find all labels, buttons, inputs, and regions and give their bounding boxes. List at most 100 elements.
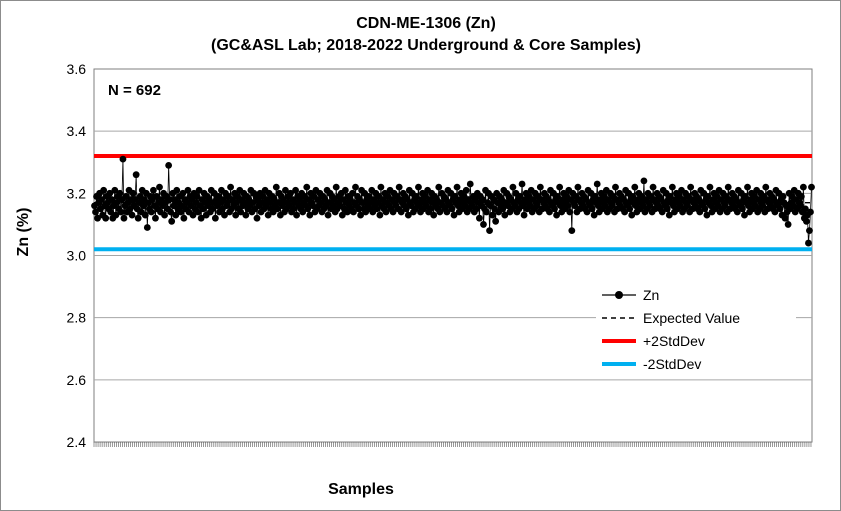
y-tick-label: 3.4 <box>67 123 87 139</box>
zn-data-point <box>119 155 127 163</box>
zn-data-point <box>612 183 619 191</box>
zn-data-point <box>744 183 751 191</box>
zn-data-point <box>520 211 528 219</box>
chart-subtitle: (GC&ASL Lab; 2018-2022 Underground & Cor… <box>211 37 641 54</box>
zn-data-point <box>556 183 564 191</box>
zn-data-point <box>684 202 691 210</box>
zn-data-point <box>211 214 219 222</box>
y-axis-label: Zn (%) <box>15 208 32 257</box>
legend-plus2sd-label: +2StdDev <box>643 333 705 349</box>
zn-data-point <box>134 214 142 222</box>
zn-data-point <box>701 205 709 213</box>
zn-data-point <box>233 199 241 207</box>
zn-data-point <box>253 214 261 222</box>
zn-data-point <box>803 217 810 225</box>
zn-data-point <box>273 205 281 213</box>
zn-data-point <box>98 196 106 203</box>
zn-data-point <box>628 211 636 219</box>
zn-data-point <box>120 214 128 222</box>
zn-data-point <box>430 211 438 219</box>
zn-data-point <box>287 189 294 197</box>
zn-data-point <box>100 186 108 194</box>
zn-data-point <box>303 183 311 191</box>
zn-data-point <box>721 202 729 210</box>
y-tick-label: 3.6 <box>67 61 87 77</box>
zn-data-point <box>626 205 634 213</box>
zn-data-point <box>443 208 451 216</box>
zn-data-point <box>382 208 390 216</box>
zn-data-point <box>492 217 500 225</box>
zn-data-point <box>554 193 561 200</box>
zn-data-point <box>806 227 813 235</box>
zn-data-point <box>696 208 704 216</box>
zn-data-point <box>591 193 599 200</box>
zn-data-point <box>742 193 749 200</box>
zn-data-point <box>703 211 711 219</box>
zn-data-point <box>807 208 814 216</box>
zn-data-point <box>486 227 493 235</box>
zn-data-point <box>179 189 187 197</box>
zn-data-point <box>377 183 385 191</box>
zn-data-point <box>341 186 349 194</box>
y-tick-label: 3.2 <box>67 185 87 201</box>
legend-expected-label: Expected Value <box>643 310 740 326</box>
zn-data-point <box>92 208 99 216</box>
x-tick-marks <box>93 442 812 447</box>
zn-data-point <box>551 205 558 213</box>
sample-count-annotation: N = 692 <box>108 82 161 99</box>
zn-data-point <box>781 214 789 222</box>
zn-data-point <box>199 205 207 213</box>
zn-data-point <box>583 208 591 216</box>
zn-data-point <box>397 208 405 216</box>
legend-zn-label: Zn <box>643 287 659 303</box>
zn-data-point <box>479 196 486 203</box>
zn-data-point <box>150 186 157 194</box>
zn-data-point <box>427 205 435 213</box>
legend: Zn Expected Value +2StdDev -2StdDev <box>596 283 796 373</box>
zn-data-point <box>365 193 373 200</box>
zn-data-point <box>402 205 410 213</box>
zn-data-point <box>483 208 490 216</box>
zn-data-point <box>242 211 250 219</box>
zn-data-point <box>193 193 201 200</box>
zn-data-point <box>264 211 272 219</box>
zn-data-point <box>533 202 541 210</box>
zn-data-point <box>593 180 601 188</box>
zn-data-point <box>111 186 119 194</box>
zn-data-point <box>249 199 257 207</box>
zn-data-point <box>621 208 629 216</box>
zn-data-point <box>112 211 120 219</box>
zn-data-point <box>546 208 553 216</box>
zn-data-point <box>117 208 125 216</box>
zn-data-point <box>355 205 362 213</box>
zn-data-point <box>113 199 121 207</box>
zn-data-point <box>451 193 459 200</box>
zn-data-point <box>640 177 648 185</box>
zn-data-point <box>143 224 151 231</box>
zn-data-point <box>462 186 470 194</box>
zn-data-point <box>139 202 147 210</box>
zn-data-point <box>108 196 116 203</box>
zn-data-point <box>107 208 115 216</box>
zn-data-point <box>292 186 299 194</box>
zn-data-point <box>395 183 403 191</box>
zn-data-point <box>489 211 497 219</box>
zn-data-point <box>574 183 582 191</box>
zn-data-point <box>499 205 507 213</box>
zn-data-point <box>536 183 544 191</box>
zn-data-point <box>805 239 812 247</box>
y-tick-label: 2.4 <box>67 434 87 450</box>
zn-data-point <box>293 211 300 219</box>
zn-data-point <box>227 183 234 191</box>
zn-data-point <box>122 193 130 200</box>
zn-data-point <box>290 205 297 213</box>
zn-data-point <box>435 183 443 191</box>
zn-data-point <box>197 214 205 222</box>
zn-data-point <box>168 217 176 225</box>
zn-data-point <box>413 193 420 200</box>
zn-data-point <box>665 211 673 219</box>
x-tick-marks-path <box>93 442 812 447</box>
zn-data-point <box>646 202 654 210</box>
zn-data-point <box>350 208 357 216</box>
